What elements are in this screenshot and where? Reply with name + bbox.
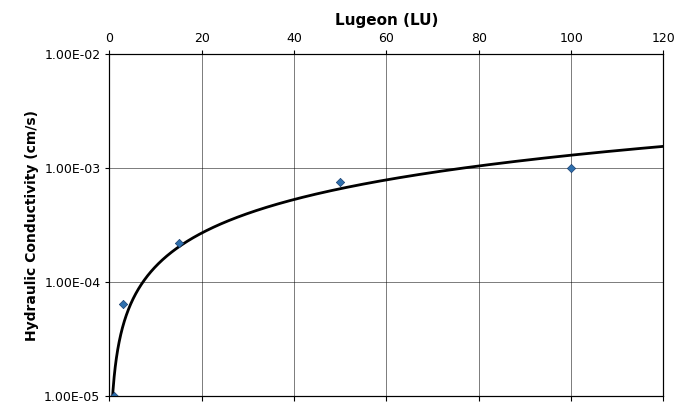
Point (566, 165, 577, 171)
Point (109, 393, 120, 400)
Point (173, 240, 184, 247)
Point (334, 179, 345, 185)
Y-axis label: Hydraulic Conductivity (cm/s): Hydraulic Conductivity (cm/s) (25, 109, 38, 341)
Point (118, 300, 129, 307)
X-axis label: Lugeon (LU): Lugeon (LU) (334, 13, 438, 28)
